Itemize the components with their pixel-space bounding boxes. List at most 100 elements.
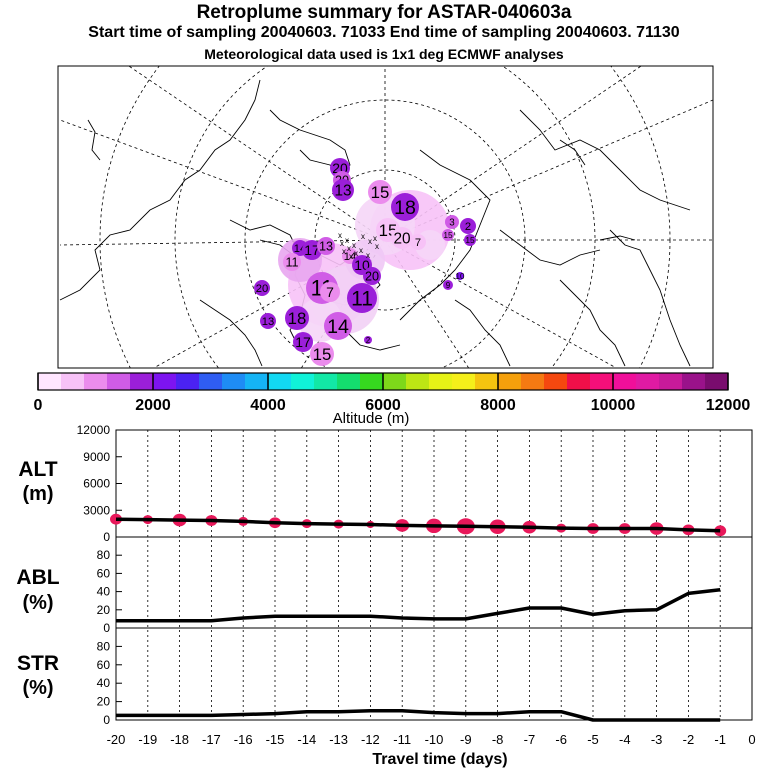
x-tick-label: -15 [266, 732, 285, 747]
cluster-mark: x [354, 249, 358, 258]
colorbar-tick-label: 10000 [591, 397, 636, 414]
map-coastlines [59, 79, 691, 367]
colorbar-tick-label: 8000 [480, 397, 516, 414]
trajectory-point-marker [260, 313, 276, 329]
x-tick-label: -16 [234, 732, 253, 747]
colorbar-tick-label: 12000 [706, 397, 751, 414]
y-tick-label: 9000 [83, 450, 110, 464]
cluster-mark: x [340, 239, 344, 248]
trajectory-point-marker [283, 253, 301, 271]
y-tick-label: 80 [97, 639, 111, 653]
trajectory-day-label: 10 [354, 257, 370, 273]
colorbar-swatch [38, 373, 62, 390]
cluster-mark: x [368, 237, 372, 246]
colorbar-swatch [498, 373, 522, 390]
trajectory-day-label: 20 [365, 269, 379, 283]
y-tick-label: 20 [97, 695, 111, 709]
trajectory-point-marker [324, 312, 352, 340]
trajectory-point-marker [332, 179, 354, 201]
x-tick-label: -13 [329, 732, 348, 747]
trajectory-point-marker [293, 332, 313, 352]
colorbar-tick-label: 2000 [135, 397, 171, 414]
colorbar-swatch [268, 373, 292, 390]
trajectory-day-label: 13 [262, 316, 274, 328]
colorbar-label: Altitude (m) [333, 410, 410, 427]
time-series-panels: -20 -19 -18 -17 -16 -15 -14 -13 -12 -11 -10 -9 -8 -7-… [77, 423, 756, 747]
trajectory-point-marker [317, 237, 335, 255]
x-tick-label: -5 [587, 732, 599, 747]
colorbar-swatch [337, 373, 361, 390]
trajectory-day-label: 15 [465, 235, 475, 245]
sampling-times: Start time of sampling 20040603. 71033 E… [88, 24, 680, 41]
cluster-mark: x [373, 234, 377, 243]
cluster-mark: x [338, 231, 342, 240]
colorbar-swatch [107, 373, 131, 390]
cluster-mark: x [347, 244, 351, 253]
cluster-mark: x [359, 246, 363, 255]
colorbar-swatch [222, 373, 246, 390]
colorbar-swatch [130, 373, 154, 390]
y-tick-label: 3000 [83, 503, 110, 517]
colorbar-swatch [567, 373, 591, 390]
y-tick-label: 0 [103, 713, 110, 727]
trajectory-day-label: 15 [313, 345, 332, 364]
trajectory-day-label: 14 [327, 316, 349, 338]
colorbar-tick-label: 4000 [250, 397, 286, 414]
trajectory-day-label: 2 [366, 336, 371, 345]
x-tick-label: -20 [107, 732, 126, 747]
trajectory-point-marker [456, 272, 464, 280]
y-tick-label: 12000 [77, 423, 111, 437]
x-tick-label: -12 [361, 732, 380, 747]
trajectory-point-marker [285, 306, 309, 330]
colorbar-swatch [475, 373, 499, 390]
colorbar-swatch [659, 373, 683, 390]
trajectory-day-label: 13 [334, 182, 351, 199]
trajectory-day-label: 3 [449, 217, 455, 228]
trajectory-point-marker [368, 180, 392, 204]
x-tick-label: -10 [425, 732, 444, 747]
trajectory-day-label: 15 [443, 230, 453, 240]
trajectory-point-marker [445, 215, 459, 229]
trajectory-day-label: 11 [285, 255, 298, 269]
y-tick-label: 60 [97, 566, 111, 580]
x-tick-label: -11 [393, 732, 411, 747]
x-tick-label: -9 [460, 732, 472, 747]
colorbar-swatch [429, 373, 453, 390]
cluster-mark: x [361, 232, 365, 241]
trajectory-day-label: 9 [446, 281, 451, 290]
trajectory-day-label: 7 [415, 237, 421, 249]
met-data-note: Meteorological data used is 1x1 deg ECMW… [204, 46, 564, 62]
plume-markers: 2020131518152073215151417131411102011711… [254, 158, 476, 366]
altitude-colorbar: 0 2000 4000 6000 8000 10000 12000 [34, 372, 751, 414]
y-tick-label: 0 [103, 530, 110, 544]
colorbar-swatch [521, 373, 545, 390]
y-tick-label: 40 [97, 676, 111, 690]
cluster-mark: x [345, 236, 349, 245]
trajectory-point-marker [320, 282, 340, 302]
polar-map: 2020131518152073215151417131411102011711… [57, 65, 714, 369]
y-tick-label: 80 [97, 548, 111, 562]
trajectory-point-marker [254, 280, 270, 296]
colorbar-swatch [291, 373, 315, 390]
x-tick-label: -19 [138, 732, 157, 747]
trajectory-point-marker [443, 280, 453, 290]
trajectory-point-marker [347, 283, 377, 313]
trajectory-point-marker [363, 267, 381, 285]
alt-series-line [115, 517, 721, 533]
abl-panel-label: ABL [16, 566, 59, 589]
trajectory-point-marker [442, 229, 454, 241]
colorbar-swatch [314, 373, 338, 390]
cluster-mark: x [342, 247, 346, 256]
alt-panel-unit: (m) [22, 483, 53, 505]
x-tick-label: 0 [748, 732, 755, 747]
colorbar-swatch [360, 373, 384, 390]
x-tick-label: -8 [492, 732, 504, 747]
colorbar-swatch [84, 373, 108, 390]
trajectory-point-marker [364, 336, 372, 344]
trajectory-day-label: 11 [351, 287, 373, 310]
trajectory-day-label: 14 [344, 251, 356, 263]
str-panel-label: STR [17, 652, 59, 675]
x-tick-label: -1 [714, 732, 726, 747]
colorbar-swatch [406, 373, 430, 390]
trajectory-point-marker [460, 218, 476, 234]
